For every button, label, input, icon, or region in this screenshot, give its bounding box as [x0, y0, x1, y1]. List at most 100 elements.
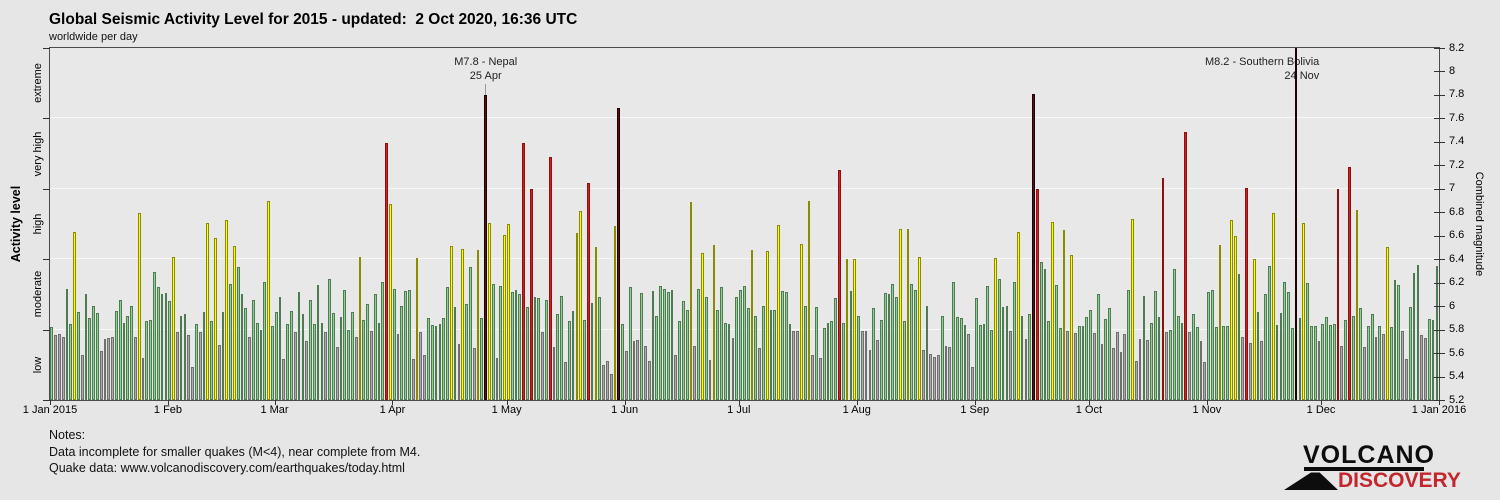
bar-day-313	[1237, 274, 1241, 400]
bar-day-94	[404, 290, 407, 400]
bar-day-178	[723, 322, 727, 400]
bar-day-324	[1279, 313, 1283, 400]
bar-day-245	[978, 324, 982, 400]
bar-day-249	[994, 258, 997, 400]
x-axis-tick	[1088, 400, 1090, 405]
bar-day-268	[1066, 330, 1070, 400]
bar-day-286	[1134, 361, 1138, 400]
bar-day-351	[1382, 334, 1386, 400]
bar-day-246	[982, 323, 986, 400]
bar-day-301	[1191, 314, 1195, 400]
right-axis-tick-label: 7	[1449, 182, 1456, 195]
bar-day-260	[1035, 188, 1039, 400]
bar-day-315	[1245, 187, 1249, 400]
bar-day-225	[902, 321, 906, 400]
bar-day-216	[868, 349, 872, 400]
bar-day-49	[233, 246, 236, 400]
bar-day-342	[1348, 166, 1351, 400]
bar-day-265	[1054, 285, 1058, 400]
right-axis-tick-label: 5.6	[1449, 346, 1465, 359]
bar-day-106	[449, 246, 453, 400]
bar-day-219	[879, 320, 883, 400]
bar-day-155	[636, 340, 640, 400]
notes-heading: Notes:	[49, 428, 86, 442]
bar-day-345	[1359, 308, 1363, 400]
bar-day-259	[1032, 93, 1035, 400]
x-axis-label: 1 Dec	[1306, 404, 1336, 416]
bar-day-89	[385, 143, 388, 400]
bar-day-237	[948, 347, 952, 400]
bar-day-365	[1435, 266, 1439, 400]
right-axis-tick	[1434, 282, 1445, 284]
bar-day-271	[1077, 326, 1081, 400]
bar-day-29	[156, 287, 160, 400]
bar-day-227	[910, 283, 914, 400]
bar-day-158	[647, 361, 651, 400]
bar-day-160	[655, 315, 659, 400]
annotation: M8.2 - Southern Bolivia 24 Nov	[1204, 56, 1320, 82]
bar-day-58	[267, 200, 270, 400]
bar-day-125	[522, 143, 525, 400]
bar-day-8	[76, 312, 80, 400]
bar-day-190	[769, 309, 773, 400]
left-axis-tick	[43, 400, 50, 401]
bar-day-30	[160, 294, 164, 400]
bar-day-332	[1309, 326, 1313, 400]
bar-day-40	[198, 331, 202, 400]
bar-day-231	[925, 306, 929, 400]
bar-day-244	[975, 297, 978, 400]
bar-day-267	[1062, 229, 1066, 400]
right-axis-tick	[1434, 141, 1445, 143]
activity-band-label: moderate	[32, 271, 44, 318]
bar-day-60	[274, 312, 278, 400]
bar-day-183	[742, 286, 746, 400]
bar-day-109	[461, 248, 465, 400]
bar-day-323	[1275, 324, 1279, 400]
right-axis-tick	[1434, 235, 1445, 237]
bar-day-186	[754, 315, 758, 400]
bar-day-80	[350, 312, 354, 400]
logo-discovery-text: DISCOVERY	[1338, 469, 1461, 492]
bar-day-13	[96, 313, 99, 400]
bar-day-39	[194, 323, 198, 400]
bar-day-213	[857, 315, 860, 400]
bar-day-258	[1028, 314, 1032, 400]
bar-day-133	[552, 347, 556, 400]
bar-day-297	[1176, 315, 1180, 400]
activity-band-label: very high	[32, 131, 44, 176]
x-axis-tick	[1321, 400, 1323, 405]
chart-title: Global Seismic Activity Level for 2015 -…	[49, 11, 578, 28]
bar-day-317	[1252, 259, 1256, 400]
bar-day-320	[1264, 294, 1268, 400]
right-axis-tick	[1434, 376, 1445, 378]
bar-day-333	[1313, 326, 1317, 400]
bar-day-146	[602, 364, 605, 400]
bar-day-279	[1108, 308, 1112, 400]
bar-day-251	[1001, 307, 1005, 400]
bar-day-232	[929, 354, 933, 400]
bar-day-128	[533, 296, 537, 400]
bar-day-266	[1058, 328, 1062, 400]
bar-day-91	[392, 288, 396, 400]
bar-day-250	[997, 279, 1001, 400]
bar-day-221	[887, 294, 891, 400]
x-axis-tick	[1206, 400, 1208, 405]
bar-day-307	[1214, 327, 1218, 400]
bar-day-211	[849, 290, 853, 400]
x-axis-tick	[167, 400, 169, 405]
bar-day-165	[674, 355, 678, 400]
bar-day-172	[701, 253, 704, 400]
right-axis-title: Combined magnitude	[1473, 171, 1485, 277]
x-axis-label: 1 Mar	[260, 404, 289, 416]
bar-day-253	[1009, 330, 1013, 400]
right-axis-tick	[1434, 306, 1445, 308]
bar-day-118	[495, 357, 499, 400]
bar-day-360	[1416, 265, 1420, 400]
bar-day-195	[788, 323, 792, 400]
right-axis-tick-label: 6.4	[1449, 252, 1465, 265]
bar-day-299	[1184, 132, 1188, 400]
bar-day-85	[370, 330, 373, 400]
bar-day-264	[1051, 221, 1054, 400]
bar-day-114	[480, 317, 484, 400]
bar-day-27	[149, 320, 153, 400]
